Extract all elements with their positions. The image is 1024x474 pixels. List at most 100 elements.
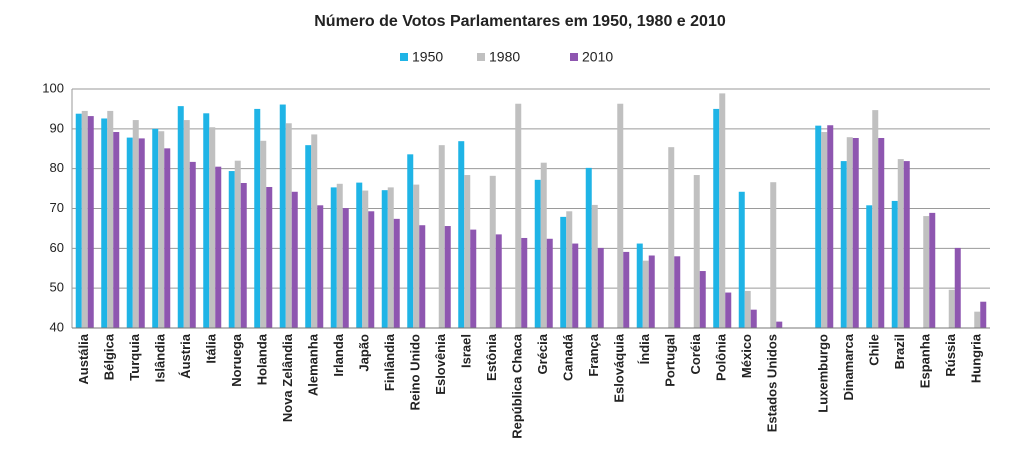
- bar: [948, 289, 955, 328]
- x-tick-label: Holanda: [255, 333, 270, 385]
- bar: [642, 260, 649, 328]
- bar: [546, 238, 553, 328]
- bar: [674, 256, 681, 328]
- bar: [693, 175, 700, 328]
- bar: [719, 93, 726, 328]
- x-tick-label: República Chaca: [510, 333, 525, 439]
- bar: [317, 205, 324, 328]
- bar: [260, 140, 267, 328]
- bar: [872, 110, 879, 328]
- x-tick-label: Luxemburgo: [816, 334, 831, 413]
- bar: [515, 103, 522, 328]
- x-tick-label: Chile: [867, 334, 882, 366]
- legend-label: 2010: [582, 49, 613, 65]
- x-tick-label: Canadá: [561, 333, 576, 381]
- bar: [770, 182, 777, 328]
- bar: [158, 131, 165, 328]
- bar: [591, 204, 598, 328]
- bar: [458, 141, 465, 328]
- bar: [470, 229, 477, 328]
- x-tick-label: Turquia: [127, 333, 142, 380]
- bar: [177, 106, 184, 329]
- x-tick-label: Finlândia: [382, 333, 397, 391]
- bar: [413, 184, 420, 328]
- bar: [617, 103, 624, 328]
- x-tick-label: Estados Unidos: [765, 334, 780, 432]
- bar: [107, 110, 114, 329]
- x-tick-label: Coréia: [688, 333, 703, 374]
- y-tick-label: 40: [50, 319, 64, 334]
- bar: [189, 161, 196, 328]
- bar: [305, 145, 312, 328]
- bar: [623, 251, 630, 328]
- bar: [821, 132, 828, 328]
- bar: [878, 137, 885, 328]
- x-tick-label: México: [739, 334, 754, 378]
- bar: [215, 166, 222, 328]
- y-tick-label: 50: [50, 280, 64, 295]
- x-tick-label: Israel: [459, 334, 474, 368]
- bar: [846, 137, 853, 328]
- x-tick-label: Polônia: [714, 333, 729, 381]
- bar: [572, 243, 579, 328]
- x-tick-label: Áustria: [178, 333, 193, 379]
- bar: [738, 191, 745, 328]
- chart-title: Número de Votos Parlamentares em 1950, 1…: [314, 13, 726, 30]
- bar: [974, 311, 981, 328]
- bar: [815, 125, 822, 328]
- bar: [209, 127, 216, 329]
- bar: [699, 271, 706, 328]
- x-tick-label: Eslováquia: [612, 333, 627, 402]
- x-tick-label: Itália: [204, 333, 219, 363]
- x-tick-label: Hungria: [969, 333, 984, 383]
- bar: [540, 162, 547, 328]
- y-tick-label: 100: [42, 80, 64, 95]
- bar: [407, 154, 414, 328]
- bar: [240, 183, 247, 328]
- bar: [87, 116, 94, 328]
- bar: [521, 237, 528, 328]
- bar: [356, 182, 363, 328]
- bar: [980, 301, 987, 328]
- x-tick-label: Japão: [357, 334, 372, 372]
- bar: [228, 171, 235, 328]
- bar: [744, 290, 751, 328]
- x-tick-label: Austália: [76, 333, 91, 384]
- bar: [113, 132, 120, 328]
- bar: [668, 147, 675, 328]
- x-tick-label: Bélgica: [102, 333, 117, 380]
- bar: [81, 110, 88, 329]
- bar: [279, 104, 286, 328]
- legend-swatch: [477, 53, 485, 61]
- bar: [152, 128, 159, 328]
- bar: [891, 200, 898, 328]
- y-tick-label: 80: [50, 160, 64, 175]
- y-tick-label: 90: [50, 120, 64, 135]
- x-tick-label: Estônia: [484, 333, 499, 381]
- bar: [897, 159, 904, 328]
- bar: [75, 113, 82, 329]
- x-tick-label: Índia: [637, 333, 652, 364]
- bar: [840, 161, 847, 328]
- x-tick-label: Rússia: [943, 333, 958, 376]
- bar: [464, 175, 471, 328]
- bar: [438, 145, 445, 328]
- bar: [954, 247, 961, 328]
- bar: [725, 292, 732, 328]
- bar: [648, 255, 655, 328]
- legend-swatch: [400, 53, 408, 61]
- bar: [336, 183, 343, 328]
- bar: [291, 191, 298, 328]
- x-tick-label: Dinamarca: [841, 333, 856, 400]
- bar: [827, 125, 834, 328]
- bar: [234, 160, 241, 328]
- bar: [164, 148, 171, 328]
- bar: [393, 218, 400, 328]
- bar: [254, 108, 261, 329]
- bar: [419, 225, 426, 328]
- bar: [566, 211, 573, 328]
- bar: [534, 179, 541, 328]
- legend-label: 1980: [489, 49, 520, 65]
- bar: [495, 234, 502, 328]
- bar: [381, 190, 388, 328]
